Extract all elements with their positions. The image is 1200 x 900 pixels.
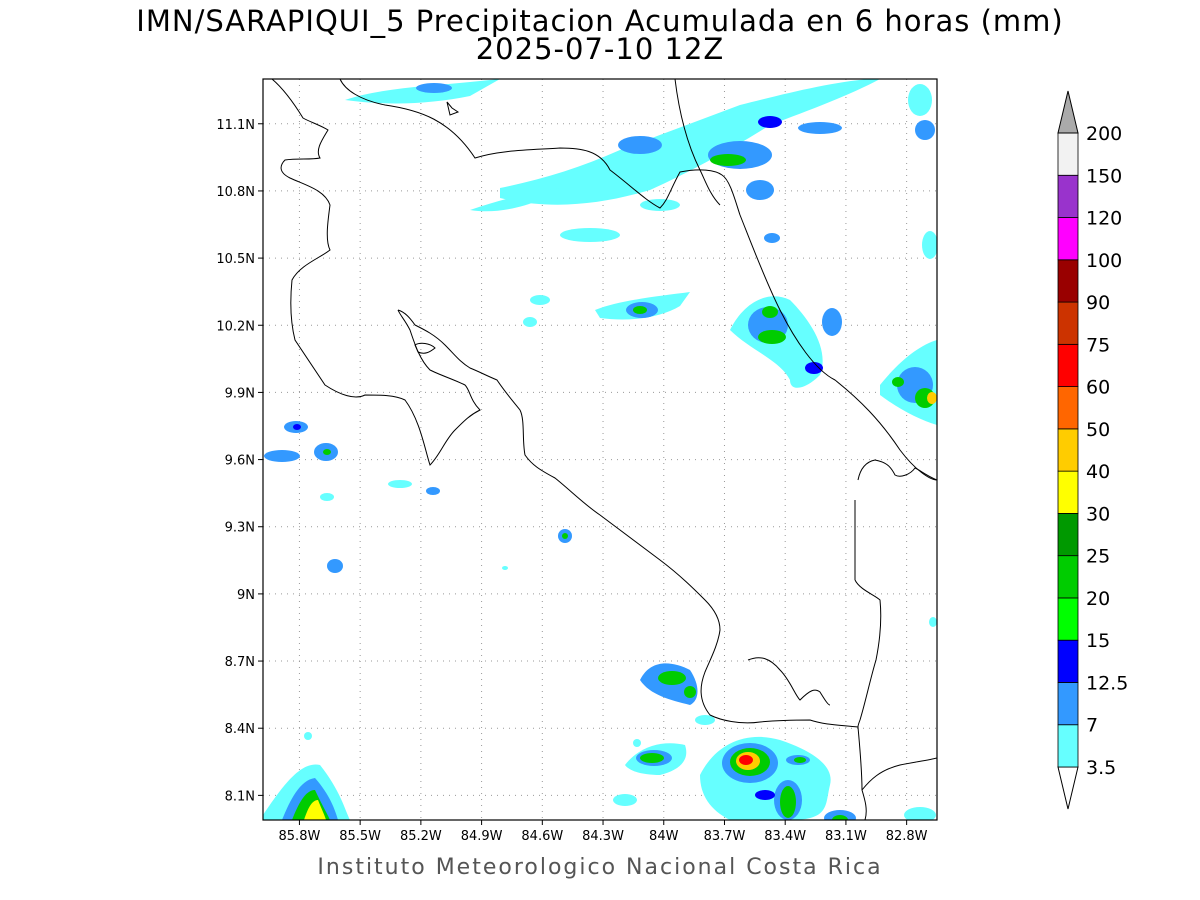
colorbar-label: 40 [1086, 461, 1110, 483]
precip-cell-north [345, 79, 937, 327]
colorbar-swatch [1057, 301, 1079, 345]
lat-tick-label: 11.1N [216, 118, 255, 133]
chart-subtitle: 2025-07-10 12Z [475, 32, 725, 66]
colorbar-label: 20 [1086, 588, 1110, 610]
lat-tick-label: 10.8N [216, 185, 255, 200]
lake-nicaragua-islet [446, 101, 460, 116]
chart-title: IMN/SARAPIQUI_5 Precipitacion Acumulada … [136, 4, 1064, 38]
coastlines-borders [271, 79, 937, 820]
panama-border [854, 579, 882, 728]
lat-tick-label: 9N [237, 588, 255, 603]
lon-tick-label: 85.5W [339, 829, 381, 844]
panama-coastline [861, 757, 937, 791]
lon-tick-label: 84.9W [461, 829, 503, 844]
lon-tick-label: 84.6W [521, 829, 563, 844]
osa-peninsula [747, 657, 831, 706]
colorbar-label: 150 [1086, 165, 1122, 187]
colorbar-label: 200 [1086, 123, 1122, 145]
lon-tick-label: 84.3W [582, 829, 624, 844]
panama-border-north [857, 459, 937, 481]
lat-tick-label: 10.2N [216, 319, 255, 334]
caribbean-coastline [339, 79, 937, 481]
colorbar-label: 120 [1086, 208, 1122, 230]
colorbar-label: 100 [1086, 250, 1122, 272]
precip-cell-south [263, 663, 936, 820]
colorbar-label: 25 [1086, 546, 1110, 568]
longitude-tick-labels: 85.8W 85.5W 85.2W 84.9W 84.6W 84.3W 84W 83.7W 83… [279, 829, 928, 844]
colorbar-label: 60 [1086, 377, 1110, 399]
colorbar-swatch [1057, 597, 1079, 641]
footer-credit: Instituto Meteorologico Nacional Costa R… [317, 855, 883, 880]
colorbar-label: 90 [1086, 292, 1110, 314]
colorbar-label: 30 [1086, 503, 1110, 525]
island-outline [414, 342, 436, 354]
lat-tick-label: 9.6N [225, 454, 255, 469]
colorbar-label: 12.5 [1086, 672, 1128, 694]
lon-tick-label: 83.1W [825, 829, 867, 844]
colorbar-label: 3.5 [1086, 757, 1116, 779]
lat-tick-label: 8.7N [225, 655, 255, 670]
lon-tick-label: 84W [649, 829, 679, 844]
colorbar-swatch [1057, 132, 1079, 176]
lon-tick-label: 85.8W [279, 829, 321, 844]
colorbar-swatch [1057, 174, 1079, 218]
colorbar-label: 15 [1086, 630, 1110, 652]
nicoya-coastline [271, 79, 481, 466]
colorbar-swatch [1057, 724, 1079, 768]
lon-tick-label: 83.7W [704, 829, 746, 844]
map-frame [262, 78, 938, 821]
lat-tick-label: 9.3N [225, 521, 255, 536]
colorbar-swatch [1057, 513, 1079, 557]
colorbar-swatch [1057, 555, 1079, 599]
lat-tick-label: 8.1N [225, 789, 255, 804]
colorbar-swatch [1057, 343, 1079, 388]
lon-tick-label: 82.8W [886, 829, 928, 844]
nicaragua-border [674, 79, 721, 206]
lon-tick-label: 85.2W [400, 829, 442, 844]
lon-tick-label: 83.4W [764, 829, 806, 844]
colorbar-label: 50 [1086, 419, 1110, 441]
colorbar-arrow-high [1057, 90, 1079, 134]
map-background [263, 79, 937, 820]
pacific-coastline [397, 309, 867, 820]
colorbar: 3.5 7 12.5 15 20 25 30 40 50 60 75 90 100 120 150 200 [1057, 90, 1128, 810]
colorbar-swatch [1057, 259, 1079, 303]
precip-cell-central [595, 292, 937, 425]
colorbar-label: 7 [1086, 715, 1098, 737]
colorbar-label: 75 [1086, 334, 1110, 356]
lat-tick-label: 9.9N [225, 386, 255, 401]
colorbar-swatch [1057, 639, 1079, 683]
precipitation-field [263, 79, 937, 820]
colorbar-swatch [1057, 386, 1079, 430]
colorbar-swatch [1057, 682, 1079, 726]
lat-tick-label: 10.5N [216, 252, 255, 267]
colorbar-swatch [1057, 428, 1079, 472]
latitude-tick-labels: 11.1N 10.8N 10.5N 10.2N 9.9N 9.6N 9.3N 9N 8.7N 8.… [216, 118, 255, 805]
colorbar-arrow-low [1057, 766, 1079, 810]
colorbar-swatch [1057, 217, 1079, 261]
colorbar-swatch [1057, 470, 1079, 514]
precip-cell-pacific [264, 421, 937, 627]
lat-tick-label: 8.4N [225, 722, 255, 737]
